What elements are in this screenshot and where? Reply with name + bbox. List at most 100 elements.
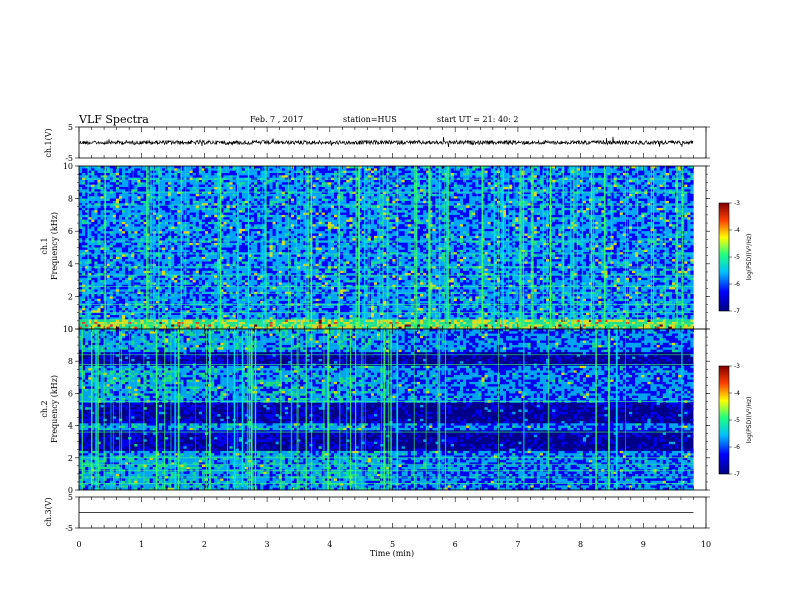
ch1-spectrogram-cell [113, 217, 116, 220]
ch1-spectrogram-cell [165, 213, 168, 216]
ch1-spectrogram-cell [79, 182, 82, 185]
ch1-spectrogram-cell [245, 199, 248, 202]
ch1-spectrogram-cell [331, 208, 334, 211]
ch1-spectrogram-cell [687, 185, 690, 188]
ch1-spectrogram-cell [273, 187, 276, 190]
ch1-spectrogram-cell [690, 180, 693, 183]
ch1-spectrogram-cell [174, 208, 177, 211]
ch1-spectrogram-cell [368, 217, 371, 220]
ch1-spectrogram-cell [617, 175, 620, 178]
ch1-spectrogram-cell [331, 206, 334, 209]
ch1-spectrogram-cell [595, 220, 598, 223]
ch1-spectrogram-cell [340, 210, 343, 213]
ch1-spectrogram-cell [199, 185, 202, 188]
ch1-spectrogram-cell [669, 189, 672, 192]
ch1-spectrogram-cell [666, 175, 669, 178]
ch1-spectrogram-cell [678, 171, 681, 174]
ch1-spectrogram-cell [297, 194, 300, 197]
ch1-spectrogram-cell [454, 189, 457, 192]
ch1-spectrogram-cell [297, 189, 300, 192]
ch1-spectrogram-cell [208, 180, 211, 183]
ch1-spectrogram-cell [472, 215, 475, 218]
ch1-spectrogram-cell [233, 194, 236, 197]
ch1-spectrogram-cell [488, 199, 491, 202]
ch1-spectrogram-cell [478, 171, 481, 174]
ch1-spectrogram-cell [402, 201, 405, 204]
ch1-spectrogram-cell [97, 168, 100, 171]
ch1-spectrogram-cell [349, 210, 352, 213]
ch1-spectrogram-cell [657, 171, 660, 174]
ch1-spectrogram-cell [122, 213, 125, 216]
ch1-spectrogram-cell [392, 201, 395, 204]
ch1-spectrogram-cell [190, 220, 193, 223]
ch1-spectrogram-cell [389, 213, 392, 216]
ch1-spectrogram-cell [614, 189, 617, 192]
ch1-spectrogram-cell [617, 199, 620, 202]
ch1-spectrogram-cell [211, 194, 214, 197]
ch1-spectrogram-cell [233, 215, 236, 218]
ch1-spectrogram-cell [672, 180, 675, 183]
ch1-spectrogram-cell [457, 213, 460, 216]
ch1-spectrogram-cell [454, 208, 457, 211]
ch1-spectrogram-cell [101, 171, 104, 174]
ch1-spectrogram-cell [402, 171, 405, 174]
ch1-spectrogram-cell [140, 220, 143, 223]
ch1-spectrogram-cell [285, 173, 288, 176]
ch1-spectrogram-cell [282, 185, 285, 188]
ch1-spectrogram-cell [687, 173, 690, 176]
ch1-spectrogram-cell [312, 206, 315, 209]
ch1-spectrogram-cell [374, 171, 377, 174]
ch1-spectrogram-cell [687, 189, 690, 192]
ch1-spectrogram-cell [595, 182, 598, 185]
ch1-spectrogram-cell [660, 217, 663, 220]
ch1-spectrogram-cell [346, 182, 349, 185]
ch1-spectrogram-cell [199, 171, 202, 174]
ch1-spectrogram-cell [515, 187, 518, 190]
ch1-spectrogram-cell [374, 187, 377, 190]
ch1-spectrogram-cell [558, 208, 561, 211]
ch1-spectrogram-cell [211, 206, 214, 209]
ch1-spectrogram-cell [254, 189, 257, 192]
ch1-spectrogram-cell [678, 217, 681, 220]
ch1-spectrogram-cell [478, 180, 481, 183]
ch1-spectrogram-cell [328, 180, 331, 183]
ch1-spectrogram-cell [266, 173, 269, 176]
ch1-spectrogram-cell [202, 217, 205, 220]
ch1-spectrogram-cell [254, 220, 257, 223]
ch1-spectrogram-cell [128, 196, 131, 199]
ch1-spectrogram-cell [454, 194, 457, 197]
ch1-spectrogram-cell [672, 187, 675, 190]
ch1-spectrogram-cell [472, 189, 475, 192]
ch1-spectrogram-cell [488, 187, 491, 190]
ch1-spectrogram-cell [687, 175, 690, 178]
ch1-spectrogram-cell [457, 208, 460, 211]
ch1-spectrogram-cell [199, 187, 202, 190]
ch1-spectrogram-cell [325, 168, 328, 171]
ch1-spectrogram-cell [389, 217, 392, 220]
ch1-spectrogram-cell [469, 199, 472, 202]
ch1-spectrogram-cell [417, 175, 420, 178]
ch1-spectrogram-cell [119, 206, 122, 209]
ch1-spectrogram-cell [432, 182, 435, 185]
ch1-spectrogram-cell [555, 206, 558, 209]
ch1-spectrogram-cell [177, 173, 180, 176]
ch1-spectrogram-cell [463, 194, 466, 197]
ch1-spectrogram-cell [171, 220, 174, 223]
ch1-spectrogram-cell [199, 217, 202, 220]
ch1-spectrogram-cell [97, 210, 100, 213]
ch1-spectrogram-cell [669, 206, 672, 209]
ch1-spectrogram-cell [552, 175, 555, 178]
ch1-spectrogram-cell [125, 217, 128, 220]
ch1-spectrogram-cell [242, 194, 245, 197]
ch1-spectrogram-cell [94, 175, 97, 178]
station-label: station=HUS [343, 115, 397, 124]
ch1-spectrogram-cell [183, 185, 186, 188]
ch1-spectrogram-cell [82, 199, 85, 202]
ch1-spectrogram-cell [644, 182, 647, 185]
ch1-spectrogram-cell [371, 206, 374, 209]
ch1-spectrogram-cell [199, 194, 202, 197]
ch1-spectrogram-cell [291, 213, 294, 216]
ch1-spectrogram-cell [319, 180, 322, 183]
ch1-spectrogram-cell [334, 175, 337, 178]
ch1-spectrogram-cell [251, 222, 254, 225]
